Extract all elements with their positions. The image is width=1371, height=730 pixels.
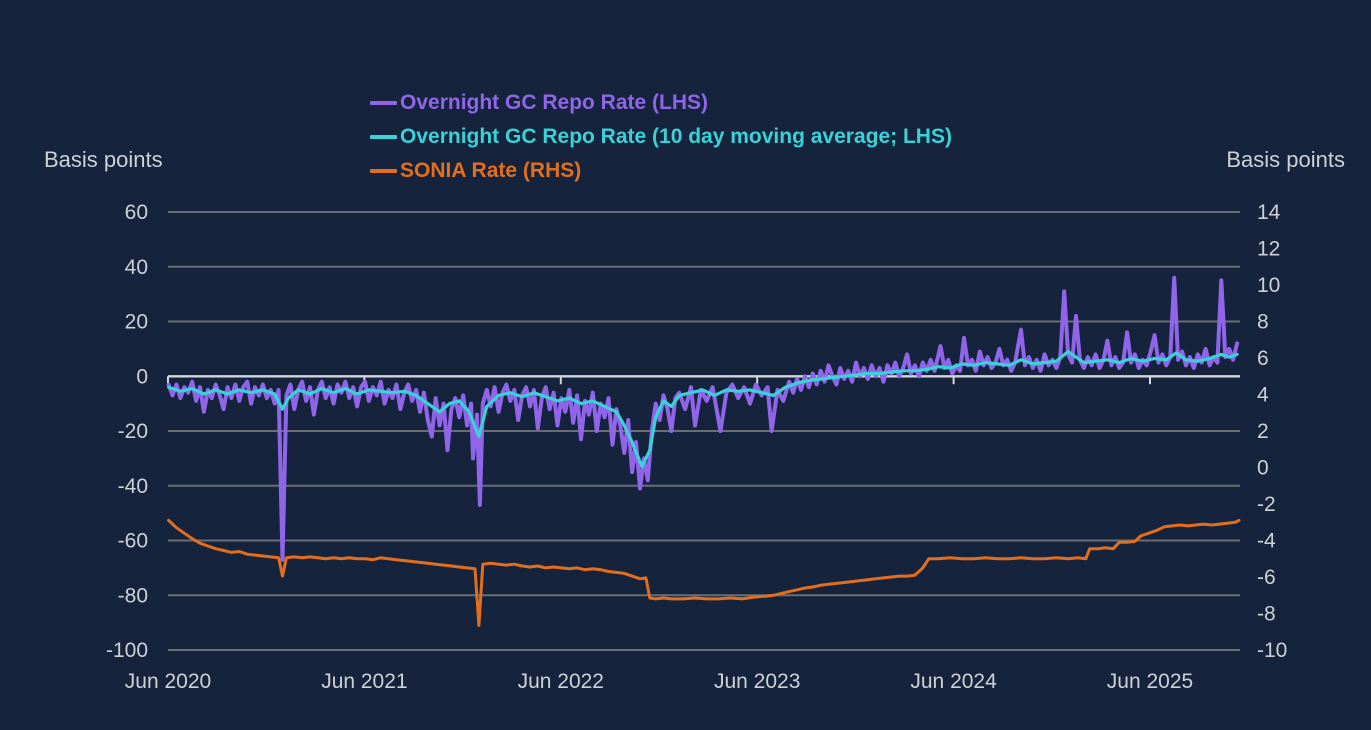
- legend-item-repo-rate-ma: Overnight GC Repo Rate (10 day moving av…: [370, 120, 952, 154]
- right-axis-tick-label: -8: [1257, 603, 1276, 626]
- right-axis-tick-label: 4: [1257, 384, 1269, 407]
- legend-item-sonia-rate: SONIA Rate (RHS): [370, 154, 952, 188]
- series-line-sonia-rate: [167, 518, 1241, 627]
- x-axis-label: Jun 2025: [1107, 670, 1193, 693]
- legend-label-repo-rate: Overnight GC Repo Rate (LHS): [400, 91, 709, 114]
- legend-swatch-repo-rate-icon: [370, 101, 397, 105]
- series-line-overnight-gc-repo-rate: [166, 275, 1240, 562]
- left-axis-tick-label: -20: [118, 420, 148, 443]
- legend-label-repo-rate-ma: Overnight GC Repo Rate (10 day moving av…: [400, 125, 952, 148]
- x-axis-label: Jun 2020: [125, 670, 211, 693]
- left-axis-tick-label: -80: [118, 584, 148, 607]
- right-axis-tick-label: 10: [1257, 274, 1280, 297]
- left-axis-tick-label: 20: [125, 311, 148, 334]
- right-axis-tick-label: 8: [1257, 311, 1269, 334]
- right-axis-title: Basis points: [1226, 147, 1345, 172]
- x-axis-label: Jun 2022: [518, 670, 604, 693]
- right-axis-tick-label: -2: [1257, 493, 1276, 516]
- x-axis-label: Jun 2023: [714, 670, 800, 693]
- legend-item-repo-rate: Overnight GC Repo Rate (LHS): [370, 86, 952, 120]
- left-axis-tick-label: -60: [118, 530, 148, 553]
- x-axis-label: Jun 2024: [910, 670, 997, 693]
- left-axis-tick-label: -40: [118, 475, 148, 498]
- legend-label-sonia-rate: SONIA Rate (RHS): [400, 159, 582, 182]
- right-axis-tick-label: 2: [1257, 420, 1269, 443]
- x-axis-label: Jun 2021: [321, 670, 407, 693]
- left-axis-tick-label: 40: [125, 256, 148, 279]
- left-axis-tick-label: -100: [106, 639, 148, 662]
- right-axis-tick-label: -10: [1257, 639, 1287, 662]
- legend-swatch-repo-rate-ma-icon: [370, 135, 397, 139]
- series-line-overnight-gc-repo-rate-10d-ma: [167, 350, 1239, 469]
- legend-swatch-sonia-rate-icon: [370, 169, 397, 173]
- right-axis-tick-label: -4: [1257, 530, 1276, 553]
- right-axis-tick-label: -6: [1257, 566, 1276, 589]
- left-axis-tick-label: 0: [136, 365, 148, 388]
- chart-legend: Overnight GC Repo Rate (LHS) Overnight G…: [370, 86, 952, 188]
- left-axis-tick-label: 60: [125, 201, 148, 224]
- right-axis-tick-label: 6: [1257, 347, 1269, 370]
- right-axis-tick-label: 14: [1257, 201, 1281, 224]
- left-axis-title: Basis points: [44, 147, 163, 172]
- right-axis-tick-label: 0: [1257, 457, 1269, 480]
- right-axis-tick-label: 12: [1257, 238, 1280, 261]
